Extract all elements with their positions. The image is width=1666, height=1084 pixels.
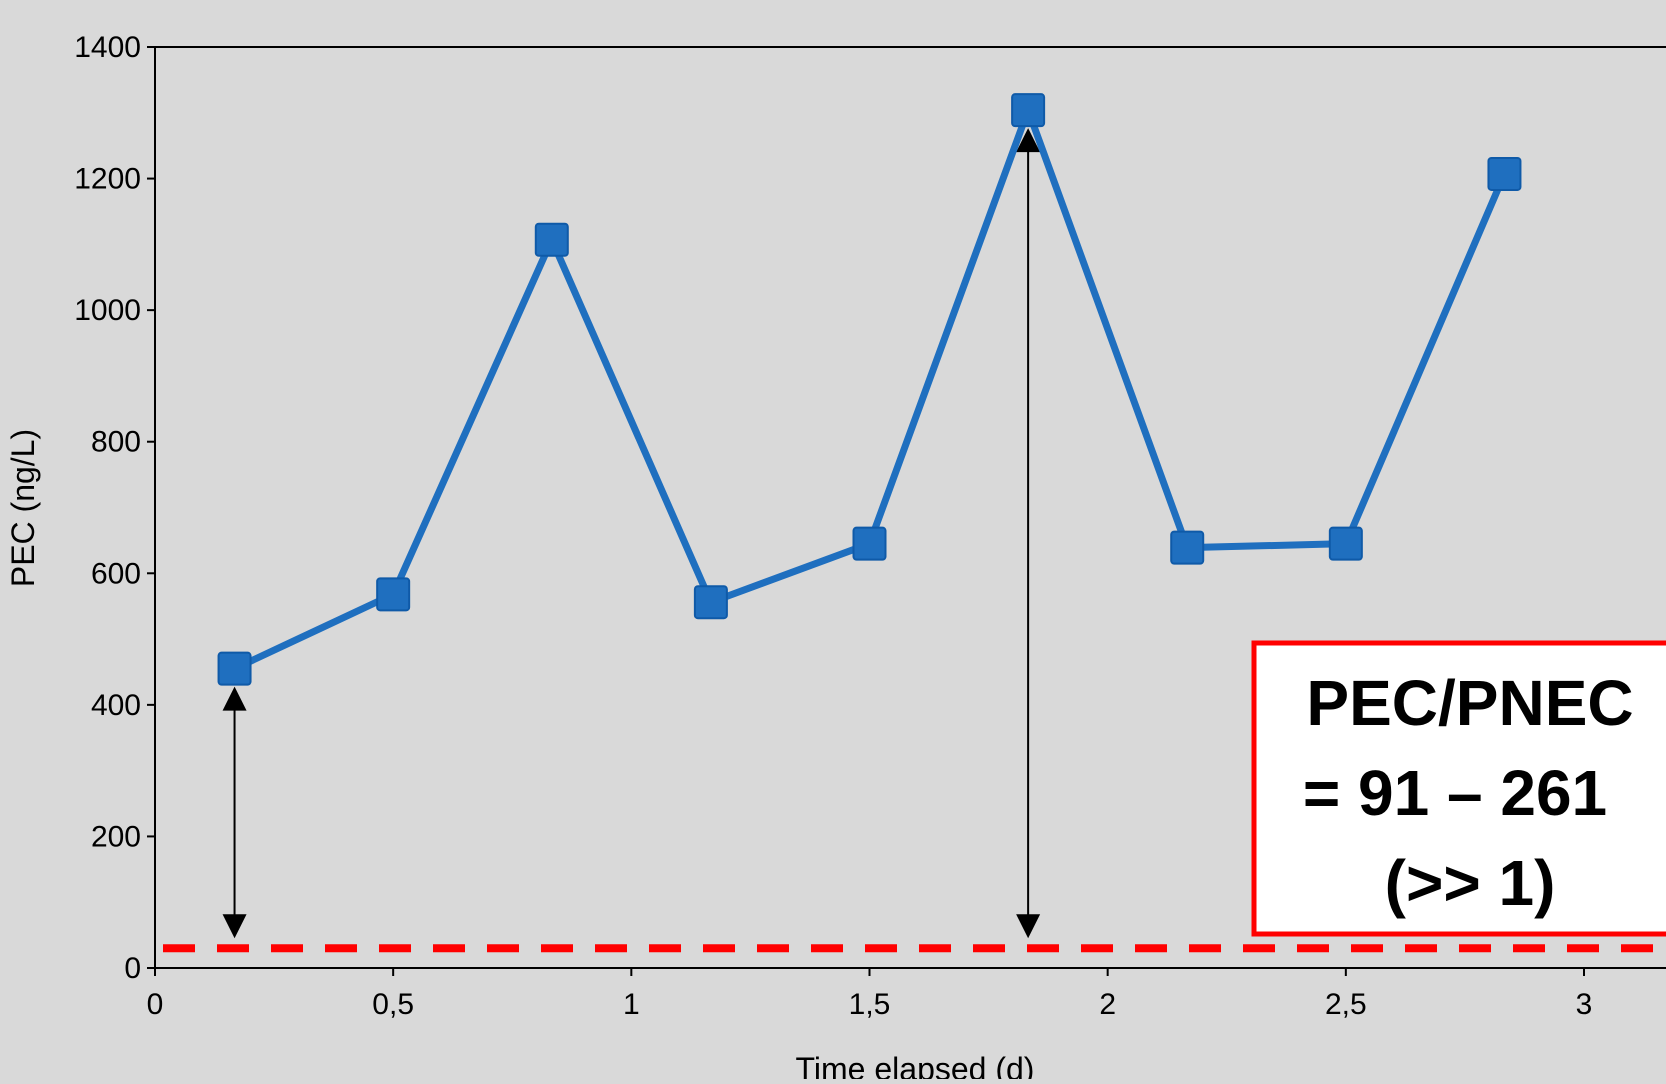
x-tick-label: 1,5 [849,988,891,1021]
callout-box [1251,640,1666,937]
arrow-head-down [1016,914,1041,939]
x-tick-label: 0 [147,988,164,1021]
x-tick-label: 1 [623,988,640,1021]
y-tick-label: 1400 [74,31,141,64]
arrow-head-down [222,914,247,939]
data-point [1487,156,1522,191]
axes-layer: 0 200 400 600 800 1000 1200 1400 0 0,5 1 1,5 2 2,5 3 Ti… [5,31,1666,1084]
x-tick-label: 2,5 [1325,988,1367,1021]
series-layer [217,93,1522,686]
y-tick-label: 800 [91,426,141,459]
data-point [376,577,411,612]
data-point [852,526,887,561]
series-line [233,106,1508,672]
y-tick-label: 600 [91,557,141,590]
data-point [217,651,252,686]
y-tick-label: 0 [124,952,141,985]
y-tick-label: 400 [91,689,141,722]
arrow-head-up [1016,128,1041,153]
data-point [1328,526,1363,561]
callout-layer: PEC/PNEC = 91 – 261 (>> 1) [1251,640,1666,937]
y-tick-label: 1200 [74,163,141,196]
callout-line: (>> 1) [1385,847,1556,919]
y-tick-label: 200 [91,820,141,853]
data-point [534,222,569,257]
arrow-layer [222,128,1041,939]
x-tick-label: 0,5 [372,988,414,1021]
data-point [1011,93,1046,128]
x-tick-label: 3 [1576,988,1593,1021]
data-point [693,585,728,620]
x-axis-title: Time elapsed (d) [796,1051,1035,1079]
y-axis-title: PEC (ng/L) [5,429,41,587]
data-point [1170,530,1205,565]
callout-line: = 91 – 261 [1303,757,1607,829]
x-tick-label: 2 [1099,988,1116,1021]
callout-line: PEC/PNEC [1306,667,1633,739]
arrow-head-up [222,686,247,711]
y-tick-label: 1000 [74,294,141,327]
